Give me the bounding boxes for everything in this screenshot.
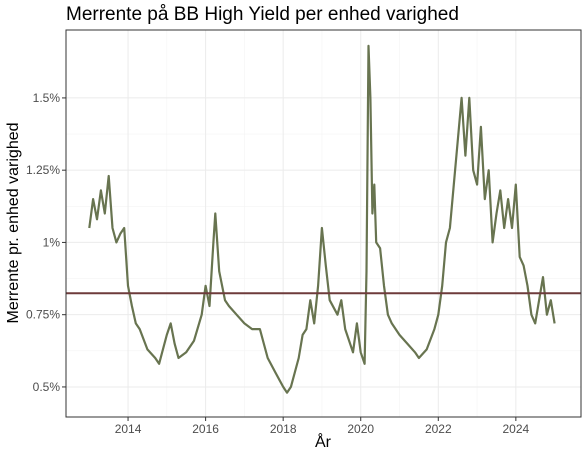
y-tick-label: 0.5% <box>33 380 61 394</box>
chart-title: Merrente på BB High Yield per enhed vari… <box>66 4 459 25</box>
x-tick-label: 2016 <box>192 422 219 436</box>
y-axis-title: Merrente pr. enhed varighed <box>5 122 22 323</box>
y-tick-label: 1% <box>43 235 61 249</box>
x-tick-label: 2020 <box>347 422 374 436</box>
data-line <box>88 44 556 394</box>
x-tick-label: 2014 <box>115 422 142 436</box>
y-tick-label: 1.25% <box>26 163 60 177</box>
x-tick-label: 2022 <box>425 422 452 436</box>
y-tick-label: 1.5% <box>33 91 61 105</box>
x-axis-title: År <box>315 432 332 451</box>
y-tick-label: 0.75% <box>26 308 60 322</box>
plot-border <box>65 29 582 418</box>
x-tick-label: 2024 <box>502 422 529 436</box>
x-tick-label: 2018 <box>270 422 297 436</box>
